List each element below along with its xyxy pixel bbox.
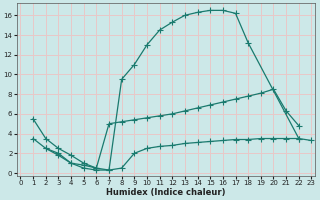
X-axis label: Humidex (Indice chaleur): Humidex (Indice chaleur) [106,188,226,197]
